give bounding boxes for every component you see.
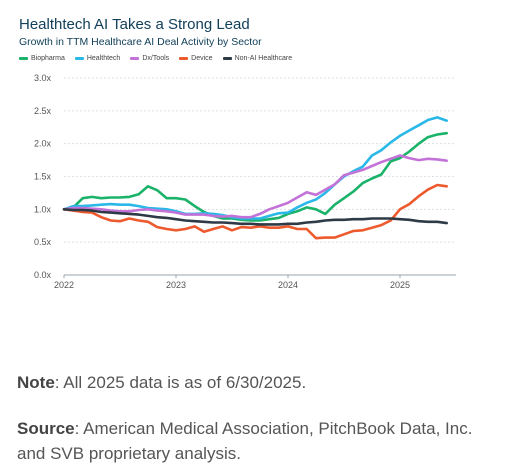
x-tick-label: 2022 [54, 280, 74, 290]
x-tick-label: 2024 [278, 280, 298, 290]
legend-item-biopharma: Biopharma [19, 55, 65, 62]
line-chart: 0.0x 0.5x 1.0x 1.5x 2.0x 2.5x 3.0x 2022 2023 2024… [34, 73, 456, 290]
legend-swatch [19, 56, 28, 60]
legend-label: Non-AI Healthcare [234, 54, 293, 62]
source-text: : American Medical Association, PitchBoo… [17, 419, 473, 463]
chart-title: Healthtech AI Takes a Strong Lead [19, 16, 250, 33]
legend-item-dx-tools: Dx/Tools [130, 55, 169, 62]
series-line-biopharma [62, 131, 449, 222]
legend-label: Healthtech [86, 54, 121, 62]
legend-swatch [74, 56, 84, 60]
y-tick-label: 2.5x [34, 106, 52, 116]
legend-item-device: Device [179, 54, 213, 62]
legend-label: Dx/Tools [142, 54, 170, 62]
note-text: : All 2025 data is as of 6/30/2025. [54, 373, 307, 392]
chart-legend: Biopharma Healthtech Dx/Tools Device Non-AI … [19, 52, 292, 64]
legend-swatch [179, 56, 189, 60]
x-tick-label: 2023 [166, 280, 186, 290]
legend-item-non-ai-healthcare: Non-AI Healthcare [222, 54, 293, 62]
legend-swatch [222, 56, 232, 60]
series-line-dx-tools [62, 154, 449, 219]
source-label: Source [17, 419, 75, 438]
y-tick-label: 0.5x [34, 237, 52, 247]
y-tick-label: 1.0x [34, 204, 52, 214]
y-tick-label: 3.0x [34, 73, 52, 83]
y-tick-label: 1.5x [34, 172, 52, 182]
chart-subtitle: Growth in TTM Healthcare AI Deal Activit… [19, 36, 262, 48]
legend-label: Biopharma [31, 54, 65, 62]
y-tick-label: 2.0x [34, 139, 52, 149]
legend-label: Device [191, 54, 213, 62]
source-citation: Source: American Medical Association, Pi… [17, 416, 497, 466]
note-label: Note [17, 373, 55, 392]
chart-card [14, 10, 492, 300]
x-tick-label: 2025 [390, 280, 410, 290]
y-tick-label: 0.0x [34, 270, 52, 280]
legend-swatch [130, 56, 140, 60]
series-line-non-ai-healthcare [62, 208, 449, 226]
series-line-device [62, 183, 449, 240]
footnote: Note: All 2025 data is as of 6/30/2025. [17, 373, 306, 393]
legend-item-healthtech: Healthtech [74, 54, 121, 62]
series-line-healthtech [62, 116, 449, 220]
